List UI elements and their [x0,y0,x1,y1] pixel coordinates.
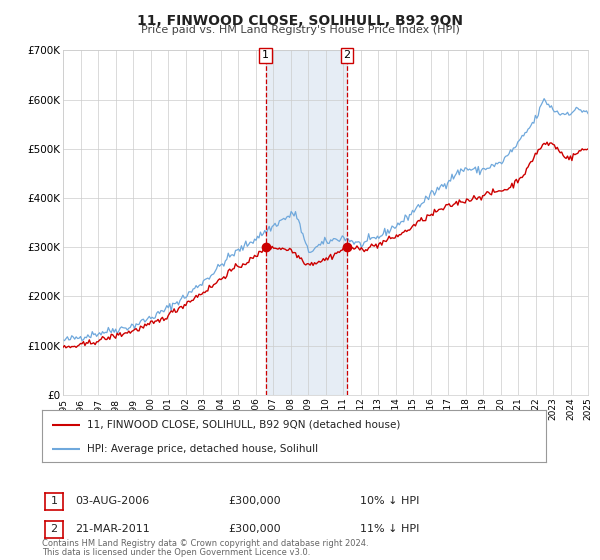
Text: 11, FINWOOD CLOSE, SOLIHULL, B92 9QN (detached house): 11, FINWOOD CLOSE, SOLIHULL, B92 9QN (de… [88,420,401,430]
Text: 11% ↓ HPI: 11% ↓ HPI [360,524,419,534]
Text: 2: 2 [50,524,58,534]
Text: This data is licensed under the Open Government Licence v3.0.: This data is licensed under the Open Gov… [42,548,310,557]
Text: 03-AUG-2006: 03-AUG-2006 [75,496,149,506]
Text: HPI: Average price, detached house, Solihull: HPI: Average price, detached house, Soli… [88,444,319,454]
Text: 1: 1 [50,496,58,506]
Text: £300,000: £300,000 [228,524,281,534]
Bar [266,50,347,395]
Text: 11, FINWOOD CLOSE, SOLIHULL, B92 9QN: 11, FINWOOD CLOSE, SOLIHULL, B92 9QN [137,14,463,28]
Text: 1: 1 [262,50,269,60]
Text: Price paid vs. HM Land Registry's House Price Index (HPI): Price paid vs. HM Land Registry's House … [140,25,460,35]
Text: Contains HM Land Registry data © Crown copyright and database right 2024.: Contains HM Land Registry data © Crown c… [42,539,368,548]
Text: £300,000: £300,000 [228,496,281,506]
Text: 2: 2 [343,50,350,60]
Text: 21-MAR-2011: 21-MAR-2011 [75,524,150,534]
Text: 10% ↓ HPI: 10% ↓ HPI [360,496,419,506]
